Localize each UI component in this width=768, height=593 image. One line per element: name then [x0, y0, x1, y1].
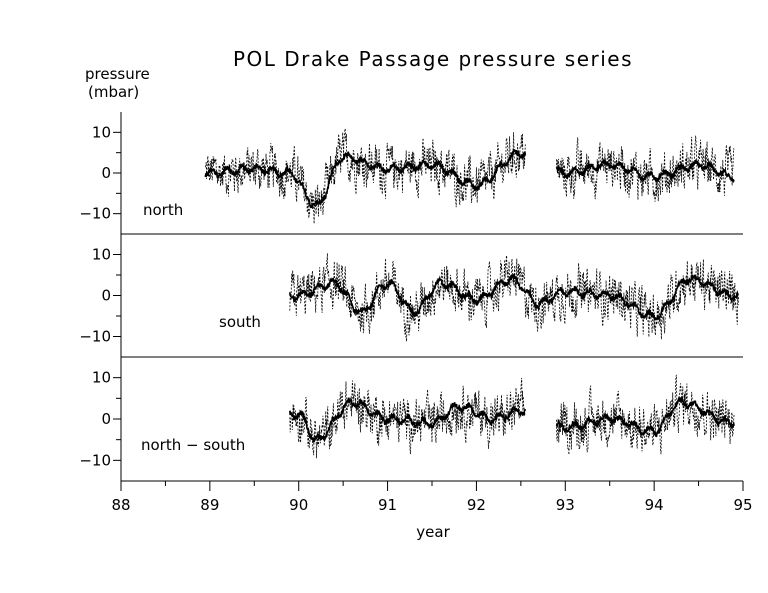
x-tick-label: 89 [200, 496, 219, 514]
y-tick-label: 0 [101, 410, 111, 428]
series-smoothed-3-2 [555, 395, 735, 438]
panel-label: north [143, 201, 183, 219]
series-raw-3-2 [556, 374, 735, 455]
series-raw-1-2 [556, 135, 735, 202]
x-tick-label: 93 [556, 496, 575, 514]
series-smoothed-3-1 [289, 397, 527, 445]
y-tick-label: 10 [92, 369, 111, 387]
plot-panels: 10 0 −10 north 10 0 −10 south 10 0 −10 north − sout… [79, 123, 740, 469]
x-tick-label: 94 [645, 496, 664, 514]
x-tick-label: 92 [467, 496, 486, 514]
y-tick-label: 0 [101, 287, 111, 305]
series-raw-1-1 [205, 128, 526, 224]
x-tick-label: 95 [733, 496, 752, 514]
series-raw-2-1 [289, 253, 739, 342]
panel-label: south [219, 313, 261, 331]
series-smoothed-2-1 [289, 273, 740, 322]
panel-1: 10 0 −10 north [79, 123, 735, 224]
y-tick-label: −10 [79, 451, 111, 469]
y-axis-unit: (mbar) [88, 83, 139, 101]
x-tick-label: 88 [111, 496, 130, 514]
y-axis-label: pressure [85, 65, 150, 83]
chart-title: POL Drake Passage pressure series [233, 47, 633, 71]
x-axis-ticks: 88 89 90 91 92 93 94 95 [111, 481, 753, 514]
y-tick-label: −10 [79, 205, 111, 223]
panel-3: 10 0 −10 north − south [79, 369, 735, 469]
x-tick-label: 91 [378, 496, 397, 514]
series-smoothed-1-1 [204, 148, 527, 209]
y-tick-label: −10 [79, 328, 111, 346]
panel-2: 10 0 −10 south [79, 246, 740, 346]
y-tick-label: 10 [92, 246, 111, 264]
y-tick-label: 10 [92, 123, 111, 141]
series-smoothed-1-2 [555, 158, 735, 185]
y-tick-label: 0 [101, 164, 111, 182]
panel-label: north − south [141, 436, 245, 454]
x-tick-label: 90 [289, 496, 308, 514]
x-axis-label: year [416, 523, 450, 541]
